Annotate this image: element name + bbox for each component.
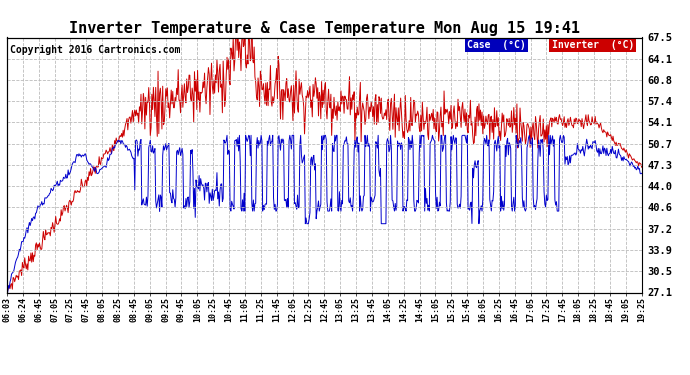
- Text: Copyright 2016 Cartronics.com: Copyright 2016 Cartronics.com: [10, 45, 181, 55]
- Text: Inverter  (°C): Inverter (°C): [551, 40, 634, 50]
- Title: Inverter Temperature & Case Temperature Mon Aug 15 19:41: Inverter Temperature & Case Temperature …: [69, 21, 580, 36]
- Text: Case  (°C): Case (°C): [467, 40, 526, 50]
